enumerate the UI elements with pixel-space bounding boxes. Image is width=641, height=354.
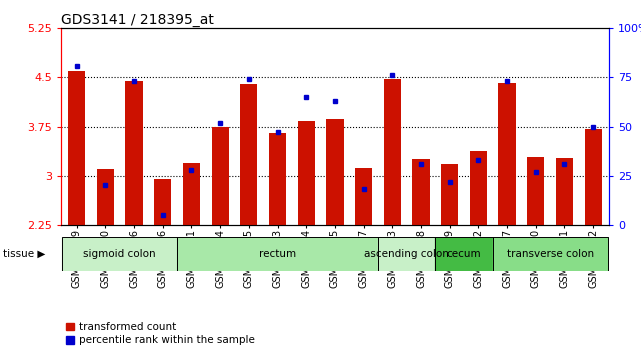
Legend: transformed count, percentile rank within the sample: transformed count, percentile rank withi…	[66, 322, 254, 345]
Bar	[326, 119, 344, 225]
Text: sigmoid colon: sigmoid colon	[83, 249, 156, 259]
Bar	[527, 157, 544, 225]
Bar	[499, 83, 516, 225]
Bar	[435, 237, 493, 271]
Bar	[97, 169, 114, 225]
Bar	[384, 79, 401, 225]
Bar	[62, 237, 177, 271]
Text: ascending colon: ascending colon	[364, 249, 449, 259]
Bar	[493, 237, 608, 271]
Bar	[240, 84, 258, 225]
Bar	[269, 133, 286, 225]
Bar	[177, 237, 378, 271]
Bar	[441, 164, 458, 225]
Text: cecum: cecum	[447, 249, 481, 259]
Bar	[126, 81, 143, 225]
Bar	[556, 158, 573, 225]
Bar	[177, 237, 378, 271]
Text: tissue ▶: tissue ▶	[3, 249, 46, 259]
Text: rectum: rectum	[259, 249, 296, 259]
Text: GDS3141 / 218395_at: GDS3141 / 218395_at	[61, 13, 213, 27]
Bar	[212, 127, 229, 225]
Bar	[68, 71, 85, 225]
Bar	[183, 162, 200, 225]
Text: transverse colon: transverse colon	[506, 249, 594, 259]
Bar	[435, 237, 493, 271]
Bar	[585, 129, 602, 225]
Bar	[378, 237, 435, 271]
Bar	[470, 151, 487, 225]
Bar	[493, 237, 608, 271]
Bar	[154, 179, 171, 225]
Bar	[62, 237, 177, 271]
Bar	[355, 168, 372, 225]
Bar	[297, 121, 315, 225]
Bar	[412, 159, 429, 225]
Bar	[378, 237, 435, 271]
